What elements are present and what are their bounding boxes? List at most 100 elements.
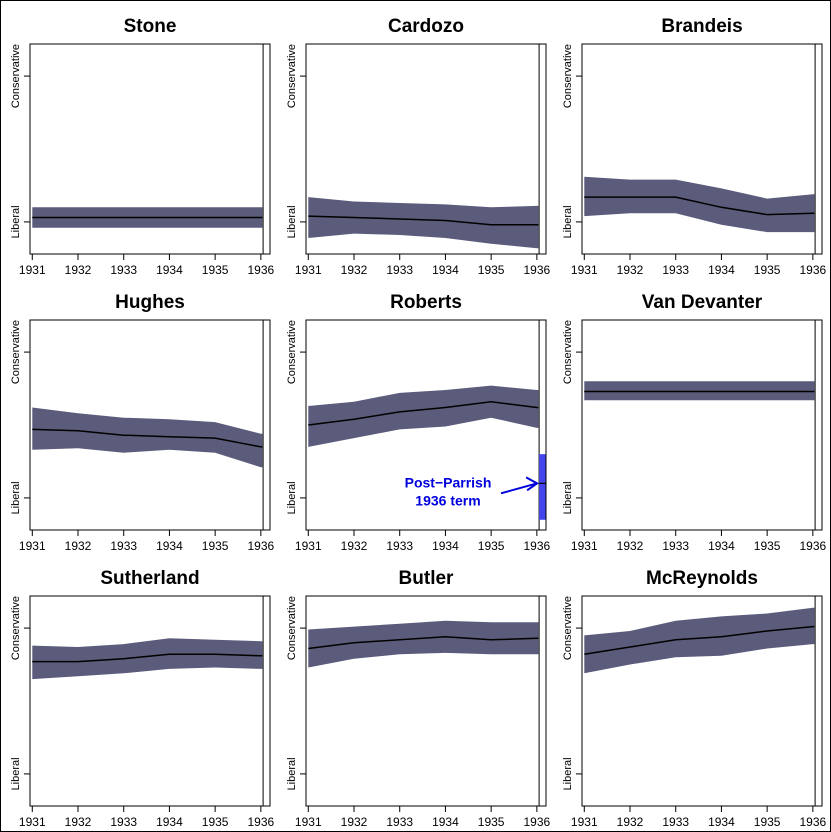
x-tick-label: 1934 — [708, 815, 735, 829]
panel-title: Cardozo — [388, 16, 464, 37]
y-tick-label: Liberal — [10, 205, 22, 238]
x-tick-label: 1933 — [110, 539, 137, 553]
x-tick-label: 1931 — [19, 815, 46, 829]
x-tick-label: 1933 — [110, 815, 137, 829]
mean-line — [584, 625, 816, 656]
x-tick-label: 1935 — [478, 815, 505, 829]
chart-panel: Butler 1931 1932 1933 1934 1935 1936 Conservati… — [286, 568, 551, 829]
x-tick-label: 1936 — [800, 263, 827, 277]
x-tick-label: 1933 — [386, 263, 413, 277]
mean-line — [584, 196, 816, 216]
annotation-label: Post−Parrish — [405, 474, 492, 490]
panel-title: Hughes — [115, 292, 185, 313]
y-tick-label: Conservative — [562, 596, 574, 660]
x-tick-label: 1931 — [295, 539, 322, 553]
panel-frame — [29, 43, 271, 255]
y-tick-label: Conservative — [286, 320, 298, 384]
annotation-arrow — [500, 482, 538, 495]
y-tick-label: Conservative — [10, 44, 22, 108]
x-tick-label: 1931 — [295, 263, 322, 277]
y-tick-label: Liberal — [286, 757, 298, 790]
x-tick-label: 1932 — [65, 263, 92, 277]
panel-title: Sutherland — [100, 568, 199, 589]
y-tick-label: Liberal — [562, 205, 574, 238]
panel-frame — [581, 595, 823, 807]
x-tick-label: 1931 — [571, 815, 598, 829]
chart-panel: Stone 1931 1932 1933 1934 1935 1936 Conservativ… — [10, 16, 275, 277]
x-tick-label: 1934 — [432, 815, 459, 829]
x-tick-label: 1933 — [662, 539, 689, 553]
mean-line — [32, 653, 264, 663]
annotation-label: 1936 term — [415, 492, 480, 508]
chart-panel: Van Devanter 1931 1932 1933 1934 1935 1936 Cons… — [562, 292, 827, 553]
x-tick-label: 1934 — [156, 263, 183, 277]
y-tick-label: Conservative — [562, 320, 574, 384]
x-tick-label: 1932 — [65, 539, 92, 553]
confidence-band — [32, 638, 264, 680]
panel-title: Brandeis — [661, 16, 742, 37]
chart-panel: Roberts Post−Parrish 1936 term 1931 1932 1933… — [286, 292, 551, 553]
x-tick-label: 1936 — [524, 815, 551, 829]
confidence-band — [584, 176, 816, 233]
x-tick-label: 1932 — [341, 263, 368, 277]
panel-title: Butler — [399, 568, 455, 589]
x-tick-label: 1932 — [341, 539, 368, 553]
x-tick-label: 1931 — [19, 263, 46, 277]
x-tick-label: 1932 — [65, 815, 92, 829]
x-tick-label: 1936 — [248, 539, 275, 553]
mean-line — [308, 400, 540, 426]
x-tick-label: 1931 — [19, 539, 46, 553]
arrow-head — [525, 476, 540, 492]
y-tick-label: Conservative — [286, 44, 298, 108]
x-tick-label: 1934 — [156, 539, 183, 553]
x-tick-label: 1934 — [708, 263, 735, 277]
y-tick-label: Conservative — [286, 596, 298, 660]
panel-title: Stone — [124, 16, 177, 37]
y-tick-label: Liberal — [286, 205, 298, 238]
panel-frame — [305, 43, 547, 255]
panel-frame — [581, 43, 823, 255]
x-tick-label: 1936 — [248, 263, 275, 277]
panel-frame — [305, 595, 547, 807]
x-tick-label: 1931 — [571, 263, 598, 277]
y-tick-label: Conservative — [10, 320, 22, 384]
x-tick-label: 1932 — [617, 263, 644, 277]
panel-frame — [29, 595, 271, 807]
x-tick-label: 1936 — [248, 815, 275, 829]
panel-title: McReynolds — [646, 568, 758, 589]
y-tick-label: Liberal — [562, 481, 574, 514]
mean-line — [32, 428, 264, 448]
x-tick-label: 1932 — [617, 815, 644, 829]
x-tick-label: 1936 — [800, 539, 827, 553]
x-tick-label: 1935 — [754, 815, 781, 829]
x-tick-label: 1935 — [478, 539, 505, 553]
confidence-band — [32, 407, 264, 468]
chart-panel: McReynolds 1931 1932 1933 1934 1935 1936 Conser… — [562, 568, 827, 829]
y-tick-label: Liberal — [10, 757, 22, 790]
chart-panel: Hughes 1931 1932 1933 1934 1935 1936 Conservati… — [10, 292, 275, 553]
mean-line — [308, 215, 540, 226]
x-tick-label: 1931 — [571, 539, 598, 553]
panel-grid: Stone 1931 1932 1933 1934 1935 1936 Conservativ… — [10, 16, 827, 829]
x-tick-label: 1934 — [432, 263, 459, 277]
x-tick-label: 1933 — [662, 815, 689, 829]
x-tick-label: 1934 — [432, 539, 459, 553]
confidence-band — [308, 620, 540, 668]
x-tick-label: 1936 — [524, 539, 551, 553]
x-tick-label: 1935 — [754, 539, 781, 553]
panel-title: Van Devanter — [642, 292, 763, 313]
y-tick-label: Conservative — [562, 44, 574, 108]
x-tick-label: 1936 — [800, 815, 827, 829]
chart-panel: Sutherland 1931 1932 1933 1934 1935 1936 Conser… — [10, 568, 275, 829]
panel-frame — [29, 319, 271, 531]
x-tick-label: 1935 — [478, 263, 505, 277]
y-tick-label: Liberal — [286, 481, 298, 514]
x-tick-label: 1935 — [754, 263, 781, 277]
x-tick-label: 1933 — [110, 263, 137, 277]
panel-title: Roberts — [390, 292, 462, 313]
panel-frame — [581, 319, 823, 531]
y-tick-label: Conservative — [10, 596, 22, 660]
x-tick-label: 1933 — [386, 539, 413, 553]
panel-frame — [305, 319, 547, 531]
